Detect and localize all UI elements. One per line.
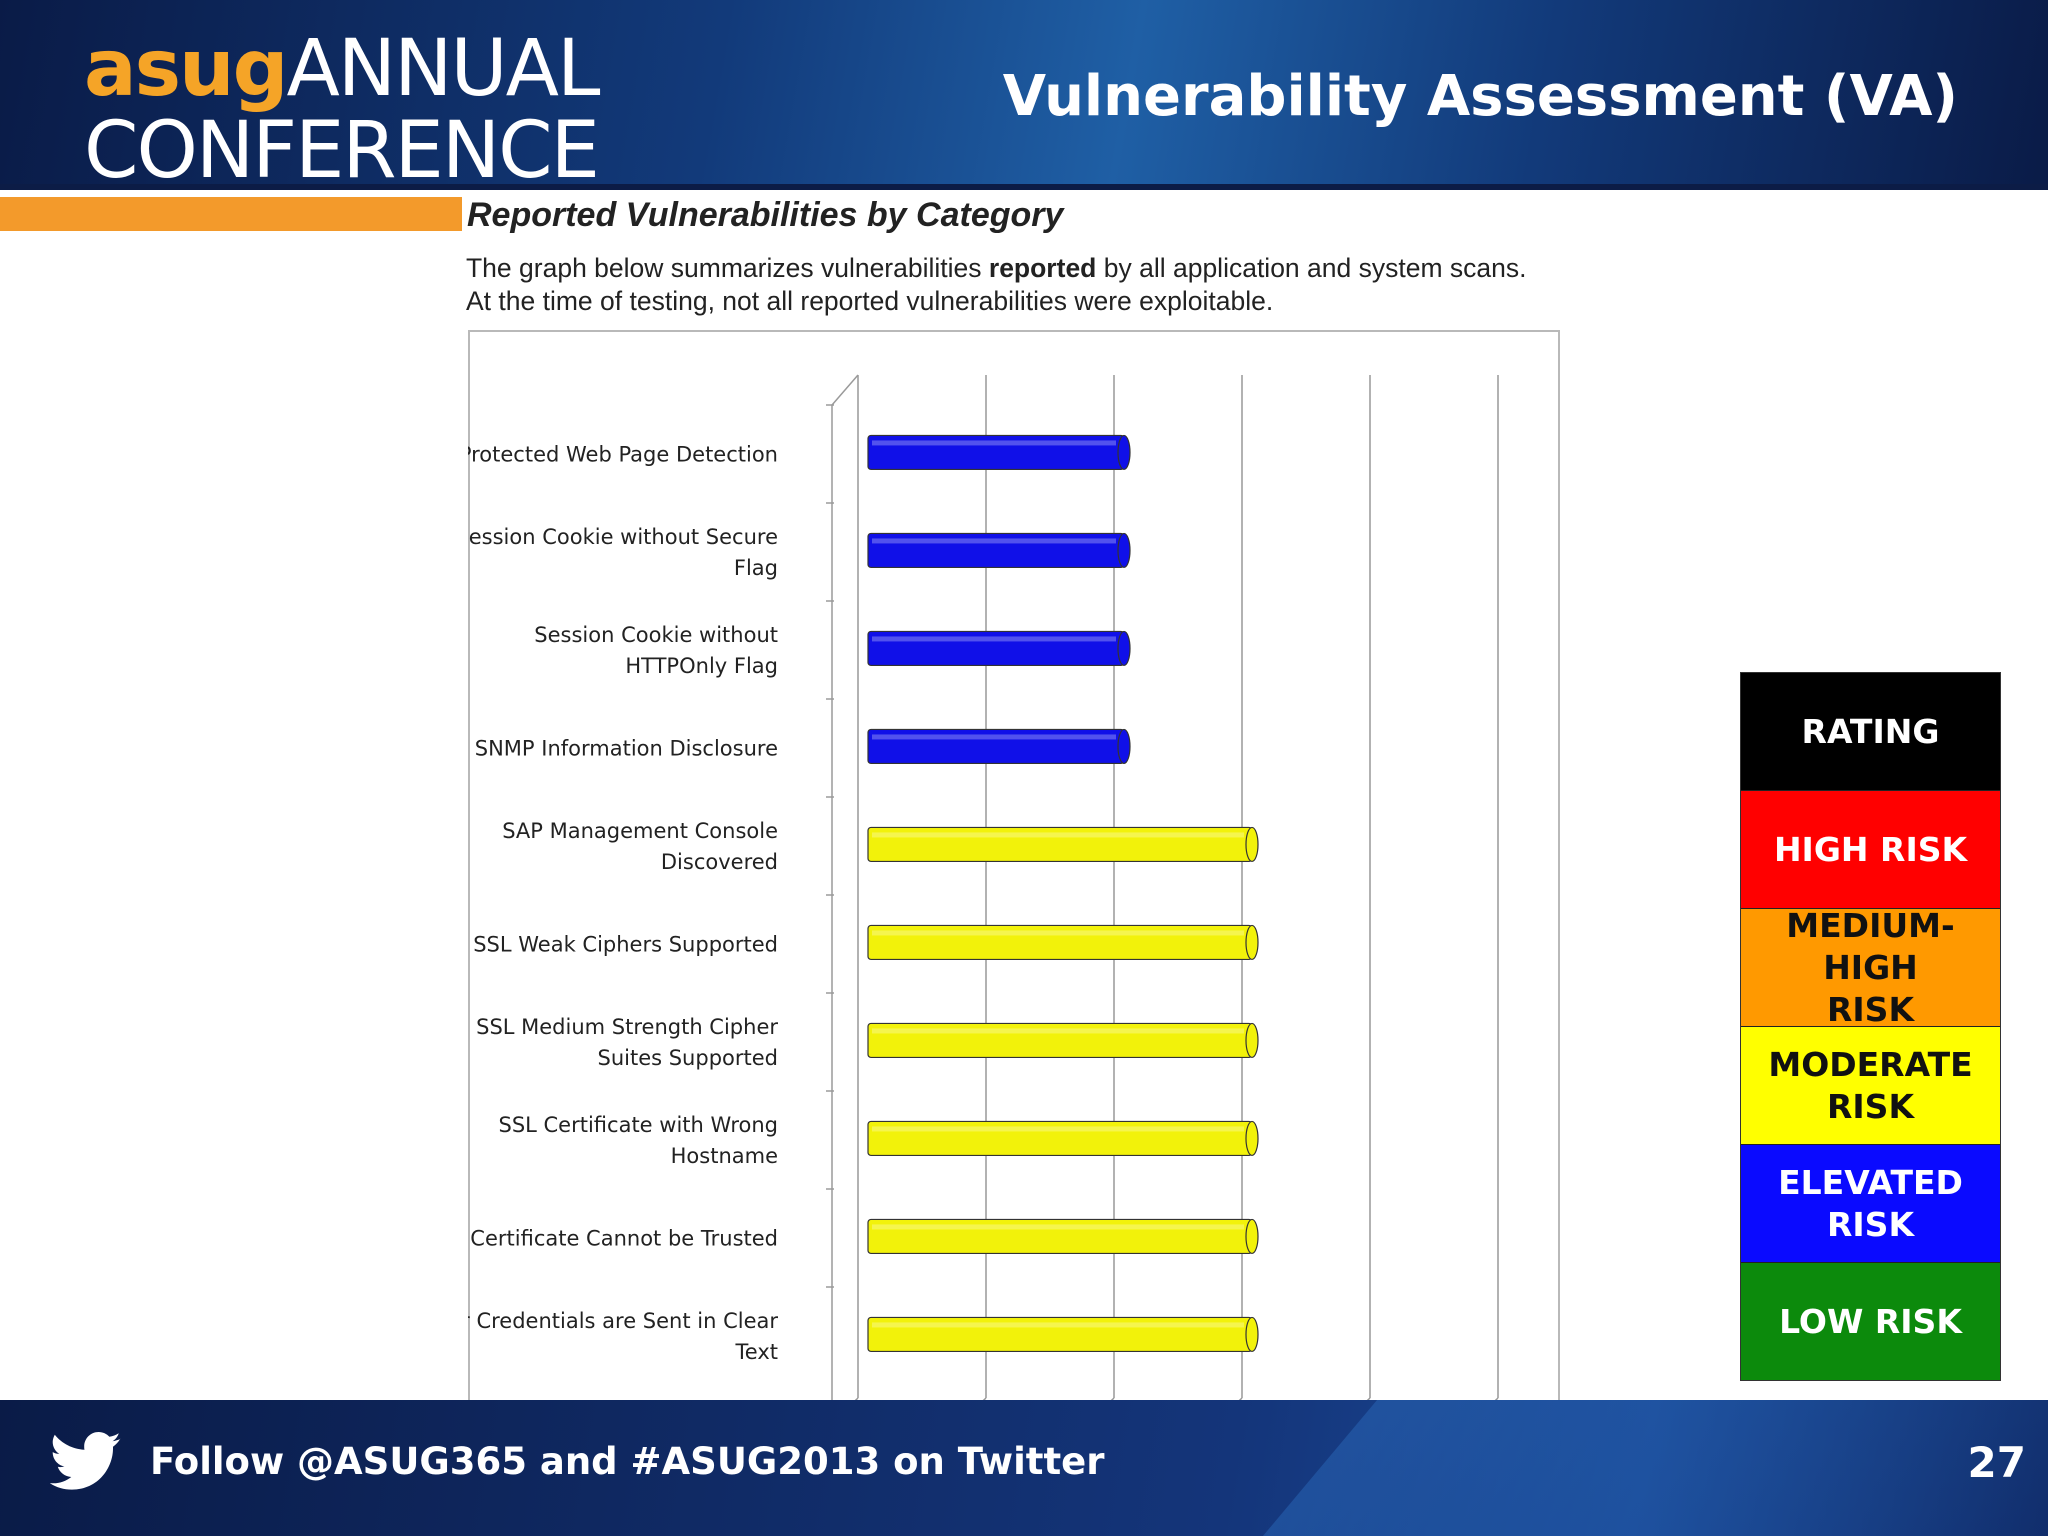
bar-highlight	[872, 832, 1244, 838]
bar-highlight	[872, 440, 1116, 446]
report-desc-part2: by all application and system scans.	[1096, 253, 1527, 283]
report-heading: Reported Vulnerabilities by Category	[467, 196, 1064, 234]
category-label: SAP Management Console	[502, 819, 778, 843]
bar-cap	[1245, 1022, 1259, 1059]
bar-cap	[1117, 434, 1131, 471]
bar-highlight	[872, 1322, 1244, 1328]
category-label: SSL Medium Strength Cipher	[476, 1015, 778, 1039]
category-label: SNMP Information Disclosure	[475, 736, 778, 760]
logo-conference-text: CONFERENCE	[84, 106, 600, 190]
twitter-bird-icon	[50, 1432, 121, 1490]
category-label: Protected Web Page Detection	[468, 442, 778, 466]
bar-highlight	[872, 1126, 1244, 1132]
bar-highlight	[872, 734, 1116, 740]
category-label: HTTPOnly Flag	[625, 654, 778, 678]
slide-title: Vulnerability Assessment (VA)	[1002, 64, 1958, 129]
bar-cap	[1245, 1218, 1259, 1255]
logo-asug-text: asug	[84, 24, 288, 114]
category-label: SSL Certificate Cannot be Trusted	[468, 1226, 778, 1250]
rating-cell: MEDIUM-HIGH RISK	[1741, 906, 2000, 1029]
asug-conference-logo: asugANNUAL CONFERENCE	[84, 30, 600, 190]
accent-bar	[0, 197, 462, 231]
category-label: SSL Certificate with Wrong	[498, 1113, 778, 1137]
category-label: Session Cookie without Secure	[468, 525, 778, 549]
bar-highlight	[872, 538, 1116, 544]
category-label: Discovered	[661, 850, 778, 874]
rating-cell: RATING	[1741, 673, 2000, 791]
bar-cap	[1117, 728, 1131, 765]
report-desc-line2: At the time of testing, not all reported…	[466, 286, 1274, 316]
bar-highlight	[872, 1224, 1244, 1230]
bar-highlight	[872, 636, 1116, 642]
footer-banner	[0, 1400, 2048, 1536]
rating-cell: HIGH RISK	[1741, 791, 2000, 909]
bar-cap	[1245, 826, 1259, 863]
bar-highlight	[872, 930, 1244, 936]
category-label: Session Cookie without	[534, 623, 778, 647]
page-number: 27	[1967, 1438, 2026, 1487]
category-label: SSL Weak Ciphers Supported	[473, 932, 778, 956]
bar-cap	[1245, 924, 1259, 961]
bar-highlight	[872, 1028, 1244, 1034]
twitter-follow-text: Follow @ASUG365 and #ASUG2013 on Twitter	[150, 1440, 1105, 1483]
bar-cap	[1245, 1120, 1259, 1157]
report-description: The graph below summarizes vulnerabiliti…	[466, 252, 1666, 318]
category-label: Flag	[734, 556, 778, 580]
category-label: Suites Supported	[597, 1046, 778, 1070]
axis-wall-top	[831, 374, 859, 406]
report-desc-bold: reported	[988, 253, 1097, 283]
vulnerability-bar-chart: Protected Web Page Detection Session Cook…	[468, 374, 1499, 1400]
category-label: User Credentials are Sent in Clear	[468, 1309, 778, 1333]
header-banner: asugANNUAL CONFERENCE Vulnerability Asse…	[0, 0, 2048, 190]
rating-cell: LOW RISK	[1741, 1263, 2000, 1380]
bar-cap	[1117, 630, 1131, 667]
footer-decoration	[1262, 1400, 2048, 1536]
category-label: Hostname	[671, 1144, 778, 1168]
bar-cap	[1245, 1316, 1259, 1353]
report-desc-part1: The graph below summarizes vulnerabiliti…	[466, 253, 989, 283]
rating-cell: ELEVATED RISK	[1741, 1145, 2000, 1263]
category-label: Text	[735, 1340, 778, 1364]
rating-legend: RATING HIGH RISK MEDIUM-HIGH RISK MODERATE …	[1740, 672, 2001, 1381]
logo-annual-text: ANNUAL	[286, 24, 600, 114]
rating-cell: MODERATE RISK	[1741, 1027, 2000, 1145]
bar-cap	[1117, 532, 1131, 569]
